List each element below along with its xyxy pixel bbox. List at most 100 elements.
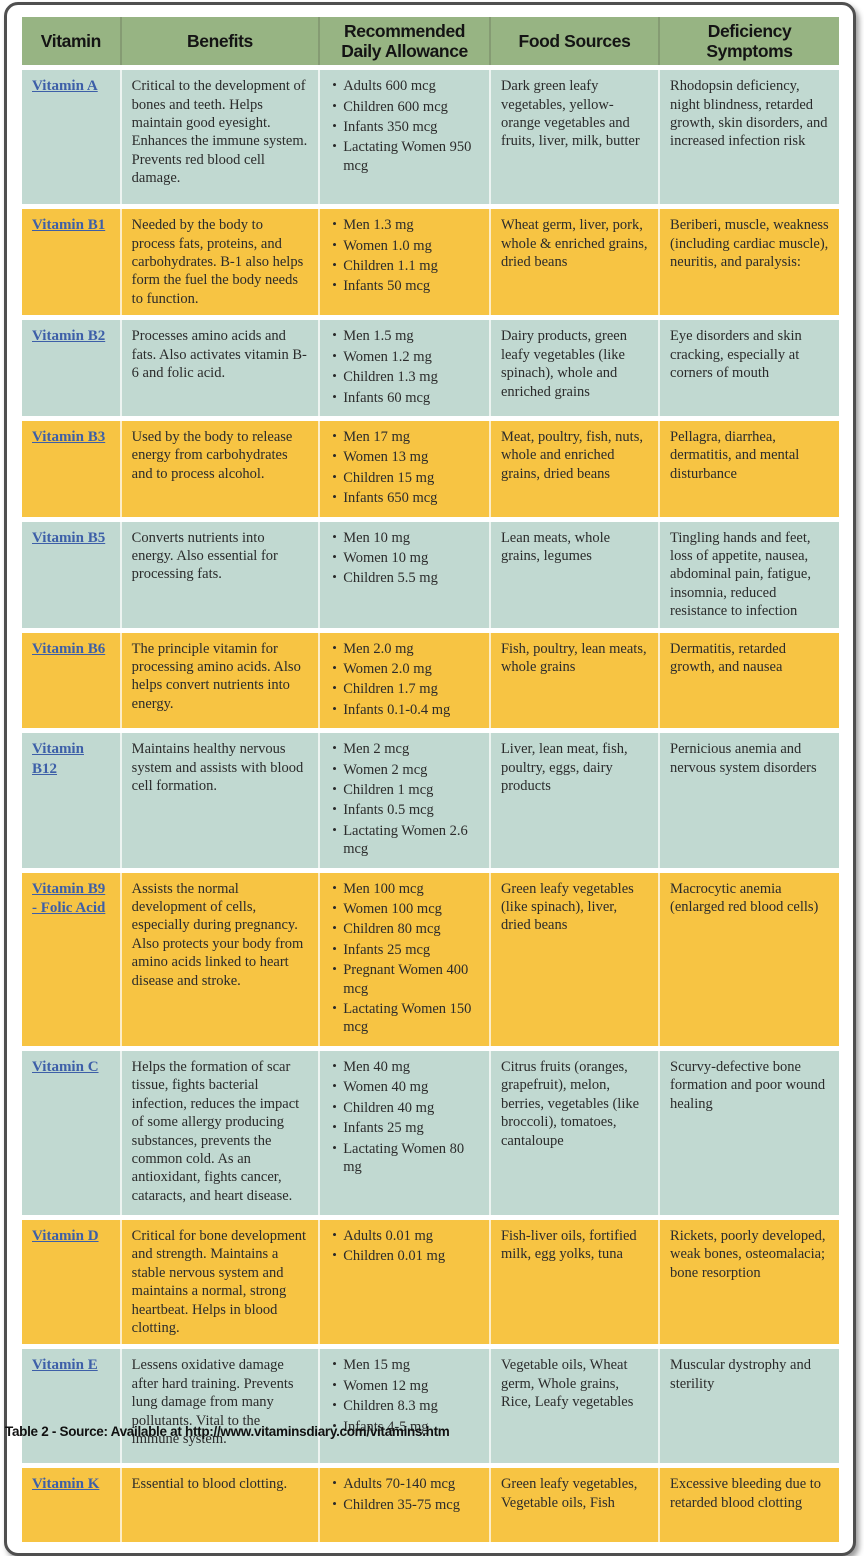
rda-list: Men 40 mg Women 40 mg Children 40 mg Infant… (330, 1058, 480, 1176)
food-sources-text: Citrus fruits (oranges, grapefruit), mel… (491, 1050, 661, 1215)
rda-list: Men 1.5 mg Women 1.2 mg Children 1.3 mg Inf… (330, 327, 480, 407)
vitamin-link[interactable]: Vitamin B9 - Folic Acid (32, 880, 106, 917)
food-sources-text: Lean meats, whole grains, legumes (491, 521, 661, 628)
rda-item: Women 100 mcg (330, 900, 480, 918)
table-row: Vitamin D Critical for bone development a… (22, 1219, 839, 1345)
rda-item: Infants 0.1-0.4 mg (330, 701, 480, 719)
table-row: Vitamin E Lessens oxidative damage after … (22, 1349, 839, 1464)
rda-cell: Men 100 mcg Women 100 mcg Children 80 mcg I… (320, 872, 491, 1046)
rda-item: Children 1.1 mg (330, 257, 480, 275)
table-row: Vitamin B2 Processes amino acids and fats… (22, 320, 839, 416)
benefits-text: Helps the formation of scar tissue, figh… (122, 1050, 321, 1215)
food-sources-text: Wheat germ, liver, pork, whole & enriche… (491, 209, 661, 316)
vitamin-link[interactable]: Vitamin B3 (32, 428, 106, 445)
vitamin-cell: Vitamin B12 (22, 733, 122, 868)
vitamin-cell: Vitamin C (22, 1050, 122, 1215)
rda-item: Children 35-75 mcg (330, 1496, 480, 1514)
vitamin-table: Vitamin Benefits Recommended Daily Allow… (22, 17, 839, 1543)
rda-item: Lactating Women 150 mcg (330, 1000, 480, 1037)
column-header-benefits: Benefits (122, 17, 321, 66)
vitamin-cell: Vitamin K (22, 1468, 122, 1543)
table-row: Vitamin A Critical to the development of … (22, 70, 839, 205)
table-header-row: Vitamin Benefits Recommended Daily Allow… (22, 17, 839, 66)
rda-item: Men 1.3 mg (330, 216, 480, 234)
rda-item: Children 15 mg (330, 469, 480, 487)
deficiency-text: Rhodopsin deficiency, night blindness, r… (670, 78, 828, 150)
benefits-text: Needed by the body to process fats, prot… (122, 209, 321, 316)
rda-item: Lactating Women 2.6 mcg (330, 822, 480, 859)
rda-item: Children 1 mcg (330, 781, 480, 799)
rda-item: Infants 25 mcg (330, 941, 480, 959)
rda-item: Lactating Women 950 mcg (330, 138, 480, 175)
rda-cell: Men 17 mg Women 13 mg Children 15 mg Infant… (320, 420, 491, 517)
deficiency-text: Pellagra, diarrhea, dermatitis, and ment… (670, 428, 800, 482)
column-header-rda: Recommended Daily Allowance (320, 17, 491, 66)
deficiency-text: Pernicious anemia and nervous system dis… (670, 741, 817, 776)
rda-item: Men 100 mcg (330, 880, 480, 898)
vitamin-cell: Vitamin B2 (22, 320, 122, 416)
table-row: Vitamin B3 Used by the body to release en… (22, 420, 839, 517)
table-row: Vitamin B9 - Folic Acid Assists the norma… (22, 872, 839, 1046)
rda-item: Children 80 mcg (330, 920, 480, 938)
food-sources-text: Dairy products, green leafy vegetables (… (491, 320, 661, 416)
vitamin-link[interactable]: Vitamin B12 (32, 741, 84, 777)
vitamin-cell: Vitamin B1 (22, 209, 122, 316)
rda-item: Women 1.0 mg (330, 237, 480, 255)
vitamin-link[interactable]: Vitamin B6 (32, 640, 106, 657)
benefits-text: Critical to the development of bones and… (122, 70, 321, 205)
benefits-text: Assists the normal development of cells,… (122, 872, 321, 1046)
vitamin-link[interactable]: Vitamin B2 (32, 328, 106, 345)
vitamin-cell: Vitamin A (22, 70, 122, 205)
table-source-caption: Table 2 - Source: Available at http://ww… (5, 1424, 450, 1439)
rda-cell: Men 15 mg Women 12 mg Children 8.3 mg Infan… (320, 1349, 491, 1464)
column-header-food: Food Sources (491, 17, 661, 66)
rda-list: Adults 0.01 mg Children 0.01 mg (330, 1227, 480, 1266)
vitamin-link[interactable]: Vitamin B1 (32, 217, 106, 234)
rda-item: Men 1.5 mg (330, 327, 480, 345)
vitamin-link[interactable]: Vitamin E (32, 1357, 98, 1374)
food-sources-text: Green leafy vegetables (like spinach), l… (491, 872, 661, 1046)
food-sources-text: Fish-liver oils, fortified milk, egg yol… (491, 1219, 661, 1345)
rda-cell: Men 40 mg Women 40 mg Children 40 mg Infant… (320, 1050, 491, 1215)
rda-item: Women 10 mg (330, 549, 480, 567)
rda-item: Infants 650 mcg (330, 489, 480, 507)
rda-list: Men 1.3 mg Women 1.0 mg Children 1.1 mg Inf… (330, 216, 480, 296)
vitamin-link[interactable]: Vitamin C (32, 1058, 99, 1075)
rda-item: Men 10 mg (330, 529, 480, 547)
rda-list: Men 2 mcg Women 2 mcg Children 1 mcg Infant… (330, 740, 480, 858)
vitamin-link[interactable]: Vitamin B5 (32, 529, 106, 546)
rda-item: Women 13 mg (330, 448, 480, 466)
rda-cell: Adults 70-140 mcg Children 35-75 mcg (320, 1468, 491, 1543)
deficiency-text: Macrocytic anemia (enlarged red blood ce… (670, 880, 819, 916)
rda-list: Men 15 mg Women 12 mg Children 8.3 mg Infan… (330, 1356, 480, 1436)
vitamin-cell: Vitamin B5 (22, 521, 122, 628)
rda-cell: Adults 600 mcg Children 600 mcg Infants 35… (320, 70, 491, 205)
vitamin-link[interactable]: Vitamin D (32, 1227, 99, 1244)
deficiency-text: Excessive bleeding due to retarded blood… (670, 1476, 822, 1511)
rda-item: Infants 50 mcg (330, 277, 480, 295)
rda-item: Infants 0.5 mcg (330, 801, 480, 819)
food-sources-text: Dark green leafy vegetables, yellow-oran… (491, 70, 661, 205)
rda-item: Children 5.5 mg (330, 569, 480, 587)
rda-cell: Men 10 mg Women 10 mg Children 5.5 mg (320, 521, 491, 628)
rda-list: Adults 70-140 mcg Children 35-75 mcg (330, 1475, 480, 1514)
rda-cell: Men 2.0 mg Women 2.0 mg Children 1.7 mg Inf… (320, 632, 491, 729)
rda-item: Children 40 mg (330, 1099, 480, 1117)
deficiency-text: Beriberi, muscle, weakness (including ca… (670, 217, 829, 271)
deficiency-text: Muscular dystrophy and sterility (670, 1357, 811, 1392)
rda-item: Lactating Women 80 mg (330, 1140, 480, 1177)
rda-item: Men 17 mg (330, 428, 480, 446)
deficiency-text: Scurvy-defective bone formation and poor… (670, 1058, 826, 1112)
rda-cell: Men 2 mcg Women 2 mcg Children 1 mcg Infant… (320, 733, 491, 868)
deficiency-text: Eye disorders and skin cracking, especia… (670, 328, 802, 382)
vitamin-cell: Vitamin B6 (22, 632, 122, 729)
food-sources-text: Green leafy vegetables, Vegetable oils, … (491, 1468, 661, 1543)
deficiency-text: Tingling hands and feet, loss of appetit… (670, 529, 811, 620)
rda-item: Infants 4-5 mg (330, 1418, 480, 1436)
vitamin-link[interactable]: Vitamin K (32, 1476, 100, 1493)
vitamin-link[interactable]: Vitamin A (32, 78, 98, 95)
rda-list: Adults 600 mcg Children 600 mcg Infants 35… (330, 77, 480, 175)
table-row: Vitamin C Helps the formation of scar tis… (22, 1050, 839, 1215)
benefits-text: Critical for bone development and streng… (122, 1219, 321, 1345)
rda-item: Women 2 mcg (330, 761, 480, 779)
